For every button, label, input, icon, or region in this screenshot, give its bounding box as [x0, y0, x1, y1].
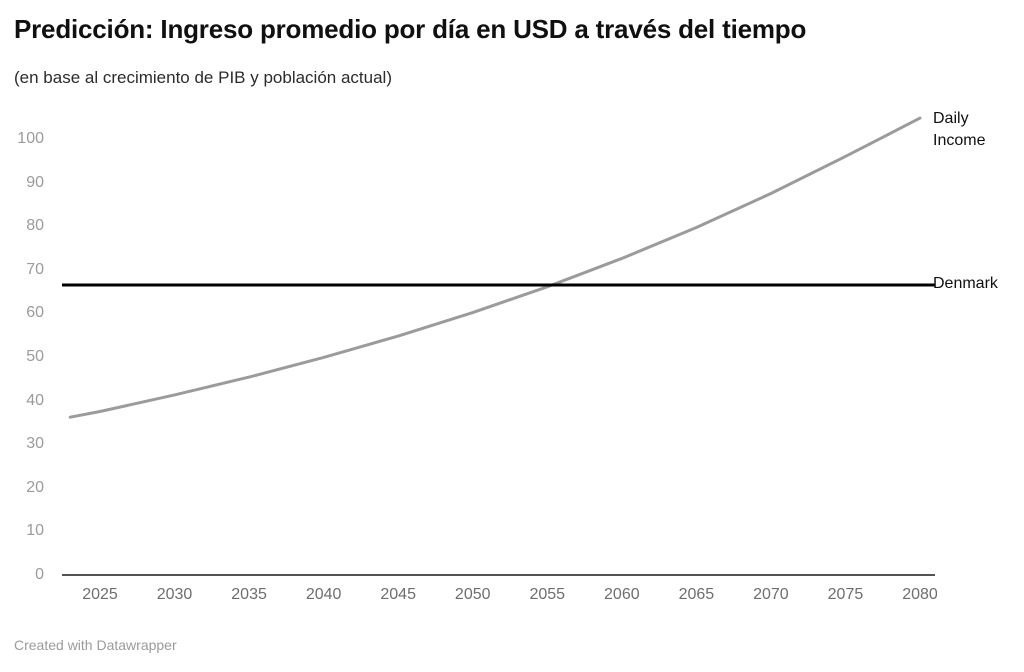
y-tick-label: 60	[26, 304, 44, 322]
x-tick-label: 2050	[454, 586, 491, 603]
series-label-daily-income: Daily Income	[933, 110, 986, 150]
x-tick-label: 2060	[604, 586, 640, 603]
y-tick-label: 70	[26, 260, 44, 278]
y-tick-label: 90	[26, 173, 44, 191]
x-tick-label: 2045	[380, 586, 416, 603]
y-tick-label: 100	[17, 130, 44, 147]
daily-income-line	[68, 116, 922, 419]
y-tick-label: 80	[26, 217, 44, 235]
y-tick-label: 40	[26, 391, 44, 409]
datawrapper-credit: Created with Datawrapper	[14, 637, 177, 653]
x-tick-label: 2025	[82, 586, 118, 603]
y-tick-label: 0	[35, 566, 44, 583]
x-tick-label: 2080	[902, 586, 938, 603]
x-tick-label: 2040	[305, 586, 342, 603]
x-tick-label: 2030	[156, 586, 193, 603]
chart-title: Predicción: Ingreso promedio por día en …	[14, 14, 807, 44]
x-tick-label: 2075	[827, 586, 864, 603]
x-tick-label: 2065	[678, 586, 715, 603]
y-tick-label: 30	[26, 435, 44, 453]
chart-subtitle: (en base al crecimiento de PIB y poblaci…	[14, 68, 392, 87]
series-label-denmark: Denmark	[933, 275, 998, 293]
x-tick-label: 2070	[753, 586, 789, 603]
x-tick-label: 2055	[529, 586, 566, 603]
x-tick-label: 2035	[231, 586, 267, 603]
y-tick-label: 50	[26, 348, 44, 365]
y-tick-label: 20	[26, 478, 44, 496]
y-tick-label: 10	[26, 522, 44, 540]
